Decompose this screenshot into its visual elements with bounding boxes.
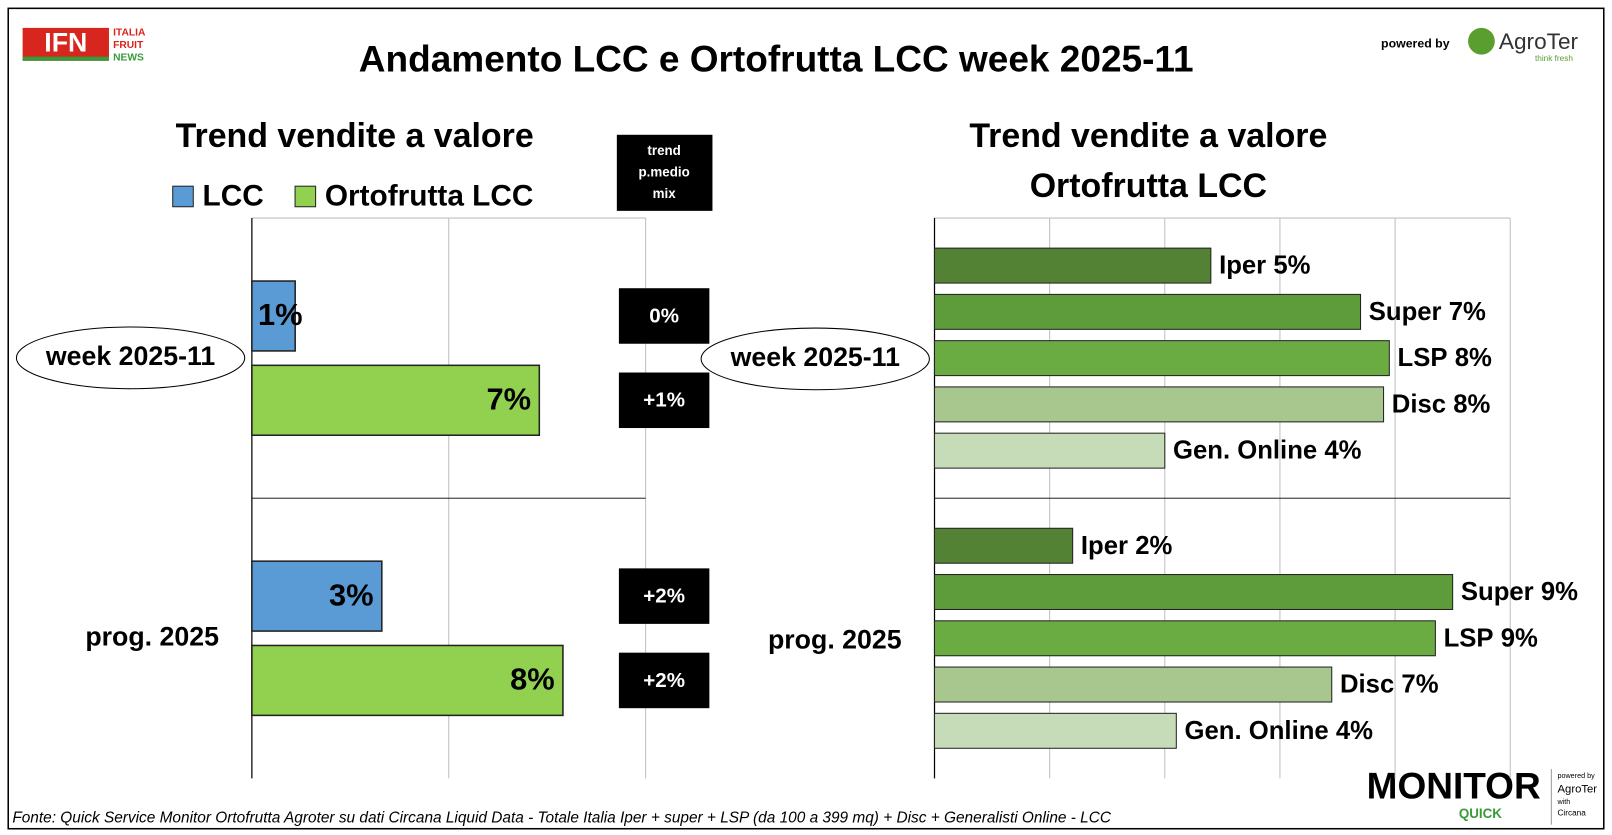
channel-name: LSP (1398, 344, 1448, 372)
agroter-icon (1468, 27, 1495, 55)
monitor-logo-sub: QUICK (1459, 806, 1502, 821)
value-label: 7% (1401, 670, 1438, 698)
channel-name: LSP (1444, 624, 1494, 652)
bar (933, 527, 1074, 564)
ifn-logo-abbr: IFN (44, 27, 87, 57)
ifn-logo-line: NEWS (113, 52, 144, 63)
price-mix-label: +2% (643, 585, 685, 608)
category-ellipse (15, 326, 246, 390)
category-label: week 2025-11 (730, 342, 901, 372)
value-label: 8% (1453, 390, 1490, 418)
bar (933, 712, 1177, 749)
value-label: 9% (1501, 624, 1538, 652)
price-mix-box (618, 372, 710, 429)
bar (933, 620, 1436, 657)
channel-name: Disc (1340, 670, 1394, 698)
bar (251, 560, 383, 632)
legend-swatch (294, 185, 317, 208)
bar (933, 247, 1212, 284)
bar (933, 386, 1385, 423)
bar (933, 340, 1390, 377)
bar (933, 432, 1166, 469)
monitor-powered: powered by (1558, 771, 1596, 780)
monitor-powered: AgroTer (1558, 784, 1598, 796)
value-label: 8% (510, 662, 555, 697)
legend-label: Ortofrutta LCC (325, 179, 534, 212)
bar-label: Gen. Online 4% (1173, 436, 1362, 464)
bar-label: Iper 2% (1081, 532, 1173, 560)
bar (933, 666, 1333, 703)
bar-label: Super 9% (1461, 578, 1578, 606)
price-mix-label: +1% (643, 389, 685, 412)
right-chart-title: Ortofrutta LCC (1030, 167, 1267, 205)
bar-label: Disc 7% (1340, 670, 1439, 698)
channel-name: Super (1461, 578, 1534, 606)
value-label: 2% (1135, 532, 1172, 560)
value-label: 4% (1324, 436, 1361, 464)
legend-label: LCC (203, 179, 264, 212)
value-label: 5% (1273, 251, 1310, 279)
channel-name: Disc (1392, 390, 1446, 418)
bar-label: Iper 5% (1219, 251, 1311, 279)
bar-label: Super 7% (1369, 298, 1486, 326)
bar (933, 293, 1362, 330)
bar (933, 574, 1454, 611)
category-ellipse (700, 327, 930, 391)
monitor-powered: with (1557, 797, 1571, 806)
monitor-powered: Circana (1558, 808, 1587, 817)
price-mix-header: mix (653, 186, 677, 201)
agroter-name: AgroTer (1499, 29, 1579, 54)
category-label: prog. 2025 (768, 625, 902, 655)
bar-label: LSP 8% (1398, 344, 1492, 372)
category-label: week 2025-11 (45, 341, 216, 371)
value-label: 9% (1541, 578, 1578, 606)
main-title: Andamento LCC e Ortofrutta LCC week 2025… (359, 38, 1194, 80)
category-label: prog. 2025 (85, 622, 219, 652)
bar (251, 280, 296, 352)
channel-name: Iper (1219, 251, 1266, 279)
bar-label: LSP 9% (1444, 624, 1538, 652)
powered-by: powered by (1381, 37, 1450, 51)
price-mix-label: 0% (649, 304, 679, 327)
value-label: 3% (329, 577, 374, 612)
value-label: 7% (487, 381, 532, 416)
channel-name: Gen. Online (1173, 436, 1317, 464)
channel-name: Super (1369, 298, 1442, 326)
agroter-tagline: think fresh (1535, 54, 1573, 63)
value-label: 7% (1449, 298, 1486, 326)
ifn-logo-stripe (22, 56, 109, 61)
price-mix-header: trend (647, 143, 680, 158)
price-mix-box (618, 652, 710, 709)
bar-label: Gen. Online 4% (1185, 717, 1374, 745)
legend-swatch (172, 185, 194, 208)
bar (251, 644, 564, 717)
ifn-logo-line: ITALIA (113, 28, 146, 39)
ifn-logo-box (22, 27, 109, 61)
source-note: Fonte: Quick Service Monitor Ortofrutta … (12, 810, 1112, 827)
right-chart-title: Trend vendite a valore (969, 117, 1327, 155)
price-mix-label: +2% (643, 669, 685, 692)
bar-label: Disc 8% (1392, 390, 1491, 418)
value-label: 4% (1336, 717, 1373, 745)
channel-name: Iper (1081, 532, 1128, 560)
price-mix-header: p.medio (639, 164, 690, 179)
channel-name: Gen. Online (1185, 717, 1329, 745)
bar (251, 364, 541, 437)
price-mix-box (618, 288, 710, 344)
value-label: 1% (258, 297, 303, 332)
left-chart-title: Trend vendite a valore (176, 117, 534, 155)
monitor-logo-name: MONITOR (1367, 764, 1541, 806)
ifn-logo-line: FRUIT (113, 40, 144, 51)
value-label: 8% (1455, 344, 1492, 372)
price-mix-header-box (616, 134, 713, 211)
price-mix-box (618, 568, 710, 624)
